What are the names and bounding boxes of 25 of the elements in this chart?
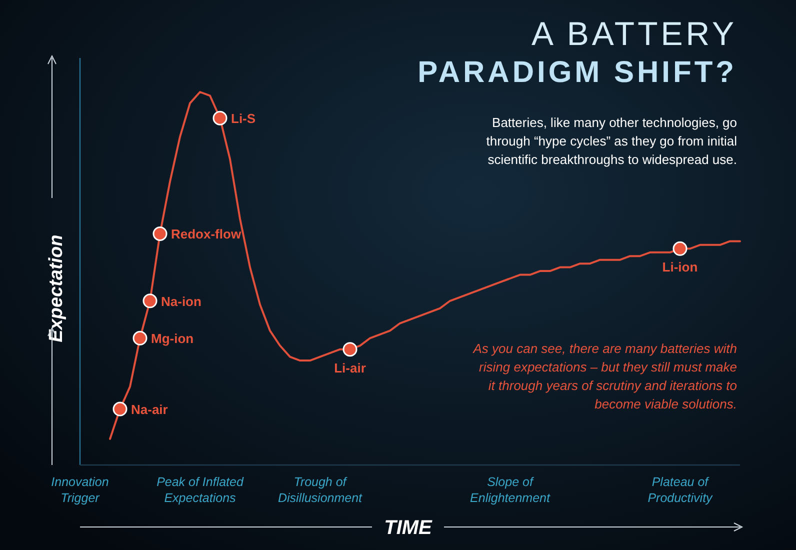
point — [132, 330, 148, 346]
x-tick-label: Peak of Inflated Expectations — [156, 475, 244, 505]
x-tick-label: Innovation Trigger — [51, 475, 109, 505]
point — [342, 342, 358, 357]
annotation: Batteries, like many other technologies, go through “hype cycles” as they go from initial scientific breakthroughs to widespread use. — [486, 115, 738, 167]
series-label: Li-ion — [662, 260, 698, 275]
point — [672, 241, 688, 256]
series-label: Li-air — [334, 360, 366, 376]
x-tick-label: Slope of Enlightenment — [470, 475, 550, 505]
annotation: As you can see, there are many batteries with rising expectations – but they still must make it through years of scrutiny and iterations to become viable solutions. — [472, 341, 737, 412]
y-axis-title: Expectation — [46, 234, 67, 342]
series-label: Redox-flow — [171, 226, 242, 242]
series-label: Mg-ion — [151, 331, 194, 346]
point — [142, 294, 158, 308]
x-tick-label: Trough of Disillusionment — [278, 475, 363, 505]
chart-subtitle: PARADIGM SHIFT? — [418, 56, 737, 89]
series-label: Li-S — [231, 111, 256, 126]
series-label: Na-air — [131, 402, 168, 418]
point — [152, 226, 168, 241]
series-label: Na-ion — [161, 294, 202, 309]
point — [112, 402, 128, 416]
chart-title: A BATTERY — [531, 15, 737, 52]
x-tick-label: Plateau of Productivity — [648, 475, 714, 505]
x-axis-title: TIME — [384, 517, 433, 539]
point — [212, 110, 228, 126]
